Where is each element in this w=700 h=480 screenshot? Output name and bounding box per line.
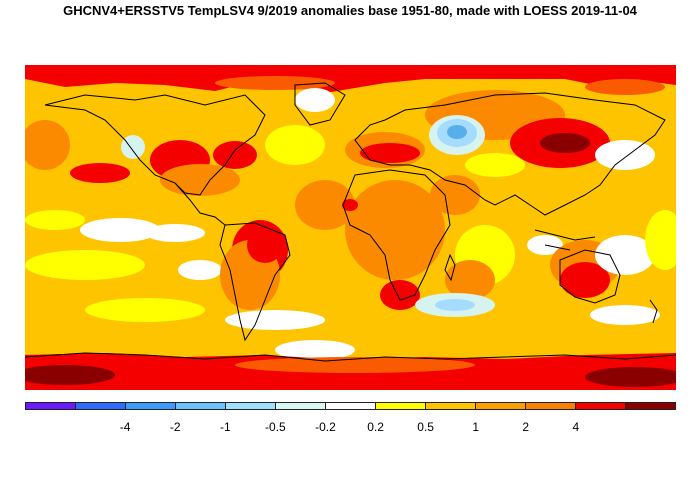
pacific-white-4: [25, 210, 85, 230]
legend-swatch: [375, 403, 425, 409]
europe-red: [360, 143, 420, 163]
legend-labels: -4 -2 -1 -0.5 -0.2 0.2 0.5 1 2 4: [25, 420, 676, 434]
legend-swatch: [475, 403, 525, 409]
legend-swatch: [575, 403, 625, 409]
antarctic-darkred-w: [25, 365, 115, 385]
na-red-east: [213, 141, 257, 169]
legend-label: 2: [522, 420, 530, 434]
coast-antarctica: [25, 352, 676, 362]
legend-swatch: [26, 403, 75, 409]
atlantic-orange-mid: [295, 180, 355, 230]
legend-label: 0.5: [417, 420, 434, 434]
legend-label: -0.5: [265, 420, 286, 434]
antarctic-darkred-e: [585, 367, 676, 387]
legend-label: 0.2: [367, 420, 384, 434]
legend-swatch: [275, 403, 325, 409]
legend-swatch: [325, 403, 375, 409]
coast-north-america: [44, 94, 266, 196]
anomaly-map: [25, 65, 676, 390]
australia-red: [560, 262, 610, 298]
anomaly-map-svg: [25, 65, 676, 390]
pacific-orange-blob: [25, 120, 70, 170]
legend-label: 4: [572, 420, 580, 434]
legend-label: -2: [169, 420, 181, 434]
pacific-red-north: [70, 163, 130, 183]
coast-new-zealand: [649, 299, 658, 324]
arctic-orange-patch-2: [585, 79, 665, 95]
africa-red-south: [380, 280, 420, 310]
africa-orange: [345, 180, 445, 280]
legend-bar: [25, 402, 676, 410]
coast-eurasia: [354, 92, 666, 216]
legend-swatch: [525, 403, 575, 409]
indian-orange: [445, 260, 495, 300]
greenland-white: [295, 88, 335, 112]
na-west-white: [121, 135, 145, 159]
pacific-white-2: [145, 224, 205, 242]
africa-red-1: [342, 199, 358, 211]
legend-label: -4: [119, 420, 131, 434]
antarctic-orange: [235, 357, 475, 373]
coast-greenland: [294, 82, 346, 126]
na-orange: [160, 164, 240, 196]
pacific-yellow-band: [25, 250, 145, 280]
legend-label: -0.2: [315, 420, 336, 434]
so-blue-2: [435, 299, 475, 311]
coast-central-america: [174, 182, 226, 226]
coast-australia: [559, 249, 621, 304]
pacific-east-white: [645, 210, 676, 270]
legend-swatch: [125, 403, 175, 409]
pacific-white-1: [80, 218, 160, 242]
asia-white-1: [595, 140, 655, 170]
chart-title: GHCNV4+ERSSTV5 TempLSV4 9/2019 anomalies…: [63, 3, 637, 18]
arctic-red-region: [25, 65, 676, 93]
legend-swatch: [225, 403, 275, 409]
arctic-orange-patch: [215, 76, 335, 90]
so-white-4: [275, 340, 355, 360]
color-legend: [25, 402, 676, 410]
coast-south-america: [219, 222, 291, 342]
siberia-blue-core: [447, 125, 467, 139]
asia-white-2: [465, 153, 525, 177]
legend-label: -1: [219, 420, 231, 434]
legend-swatch: [625, 403, 675, 409]
sa-red-core: [247, 227, 283, 263]
mideast-orange: [430, 175, 480, 215]
pacific-white-3: [178, 260, 222, 280]
legend-swatch: [75, 403, 125, 409]
pacific-west-white: [595, 235, 655, 275]
legend-label: 1: [472, 420, 480, 434]
so-white-3: [590, 305, 660, 325]
legend-swatch: [175, 403, 225, 409]
coast-indonesia: [534, 229, 596, 251]
coast-africa: [342, 169, 451, 301]
asia-darkred: [540, 133, 590, 153]
so-white-1: [85, 298, 205, 322]
legend-swatch: [425, 403, 475, 409]
so-white-2: [225, 310, 325, 330]
atlantic-yellow-n: [265, 125, 325, 165]
coastlines: [25, 82, 676, 362]
coast-madagascar: [444, 253, 456, 282]
